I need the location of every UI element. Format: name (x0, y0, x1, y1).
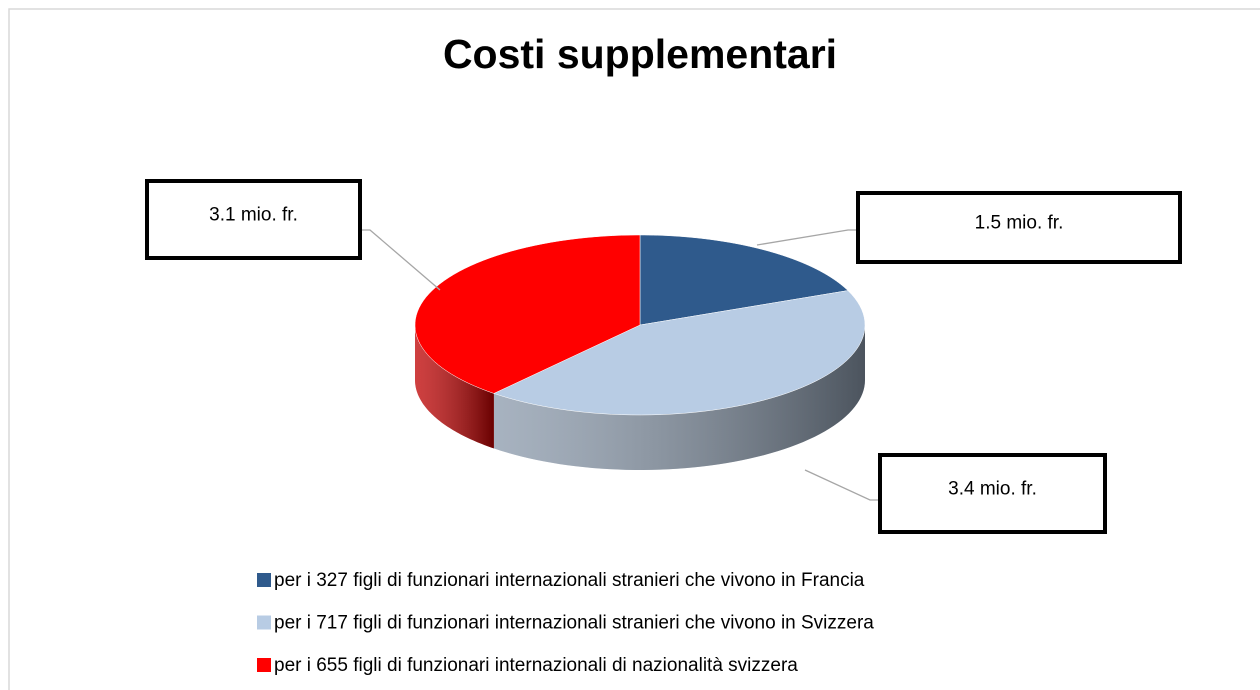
legend-label: per i 655 figli di funzionari internazio… (274, 655, 798, 676)
leader-line (804, 469, 880, 501)
data-label: 1.5 mio. fr. (975, 213, 1064, 234)
data-label: 3.1 mio. fr. (209, 205, 298, 226)
slice (639, 234, 849, 326)
slice (414, 234, 641, 394)
slice-side-shade (493, 325, 865, 470)
legend-swatch (257, 658, 271, 672)
label-box (878, 453, 1107, 534)
legend-label: per i 327 figli di funzionari internazio… (274, 570, 865, 591)
legend-swatch (257, 573, 271, 587)
slice-side-shade (415, 325, 494, 449)
leader-line (756, 229, 858, 246)
data-label: 3.4 mio. fr. (948, 479, 1037, 500)
legend-label: per i 717 figli di funzionari internazio… (274, 613, 874, 634)
label-box (856, 191, 1182, 264)
chart-title: Costi supplementari (443, 31, 837, 77)
leader-line (360, 229, 441, 291)
label-box (145, 179, 362, 260)
legend-swatch (257, 615, 271, 630)
slice (493, 290, 866, 416)
